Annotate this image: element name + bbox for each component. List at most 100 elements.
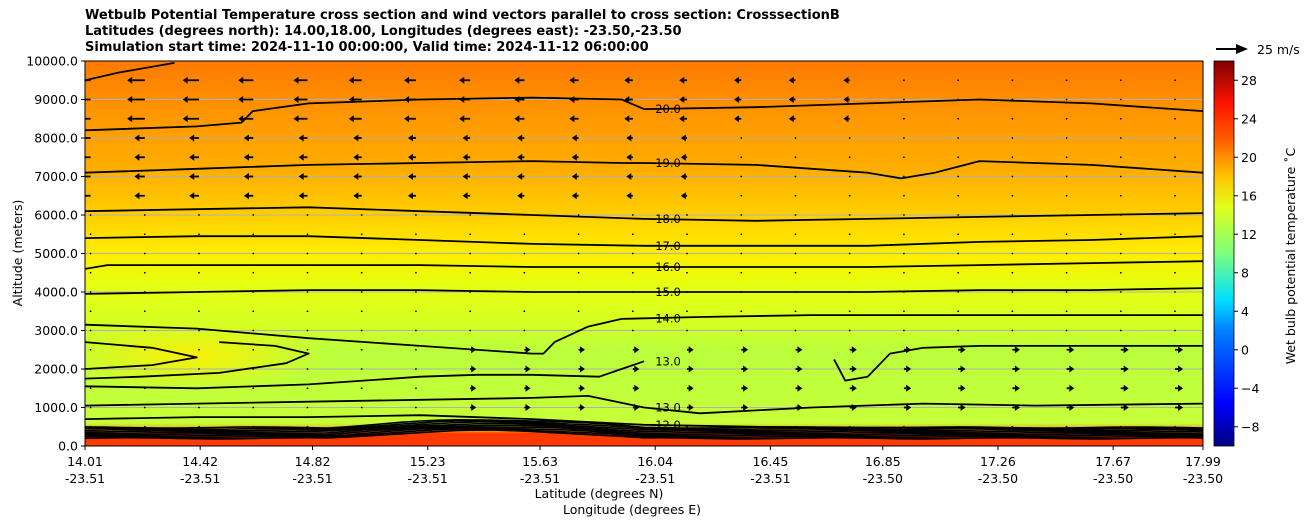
x-tick-label-lat: 14.42 xyxy=(182,454,218,469)
wind-vector-head xyxy=(680,153,686,161)
wind-vector xyxy=(1174,310,1176,313)
wind-vector-head xyxy=(1123,404,1129,411)
wind-vector xyxy=(360,406,363,409)
wind-vector-head xyxy=(797,365,803,373)
wind-vector-head xyxy=(851,365,857,373)
surface-contour-line xyxy=(85,421,1203,432)
wind-vector xyxy=(1065,175,1068,178)
x-tick-label-lat: 16.85 xyxy=(865,454,901,469)
wind-vector xyxy=(1065,233,1068,236)
wind-vector xyxy=(1011,291,1014,293)
wind-vector xyxy=(1119,194,1122,197)
wind-vector-head xyxy=(72,115,77,122)
wind-vector-head xyxy=(353,192,359,200)
wind-vector xyxy=(740,156,743,159)
wind-vector-head xyxy=(960,365,966,373)
wind-vector-head xyxy=(688,365,694,373)
x-tick-label-lat: 15.63 xyxy=(522,454,558,469)
colorbar-scale xyxy=(1213,60,1235,447)
wind-vector xyxy=(957,425,960,428)
wind-vector-head xyxy=(189,153,195,161)
wind-vector-head xyxy=(525,346,531,354)
wind-vector-head xyxy=(679,96,685,103)
wind-vector xyxy=(198,387,200,390)
wind-vector xyxy=(1065,252,1068,255)
wind-vector xyxy=(1011,175,1014,178)
wind-vector xyxy=(1011,98,1014,101)
y-tick-label: 0.0 xyxy=(58,439,78,454)
wind-vector-head xyxy=(680,192,686,200)
contour-line xyxy=(85,260,1203,270)
wind-vector-head xyxy=(626,173,632,180)
wind-vector xyxy=(1065,194,1068,197)
wind-vector xyxy=(631,425,634,428)
colorbar-tick-label: 24 xyxy=(1241,111,1257,126)
wind-key-label: 25 m/s xyxy=(1257,42,1300,57)
wind-vector-head xyxy=(743,404,749,411)
wind-vector xyxy=(198,348,200,351)
wind-vector-head xyxy=(743,346,749,354)
x-axis-label-latitude: Latitude (degrees N) xyxy=(535,486,664,501)
wind-vector xyxy=(415,252,417,255)
warm-pocket xyxy=(85,320,330,390)
wind-vector xyxy=(794,425,797,428)
wind-vector xyxy=(360,387,363,390)
wind-vector-head xyxy=(734,76,740,84)
wind-vector xyxy=(794,194,797,197)
y-axis: 0.0 1000.0 2000.0 3000.0 4000.0 5000.0 6000.0 7… xyxy=(26,54,85,454)
contour-label: 18.0 xyxy=(655,212,681,226)
wind-vector xyxy=(577,425,580,428)
wind-vector-head xyxy=(471,365,477,373)
contour-label: 13.0 xyxy=(655,354,681,368)
wind-vector xyxy=(686,310,688,313)
wind-vector xyxy=(143,387,146,390)
contour-label: 13.0 xyxy=(655,401,681,415)
wind-vector xyxy=(1174,329,1176,332)
wind-vector xyxy=(957,291,960,293)
wind-vector xyxy=(415,233,417,236)
wind-vector xyxy=(1065,156,1068,159)
wind-vector xyxy=(794,310,797,313)
wind-vector xyxy=(1011,425,1014,428)
surface-contour-line xyxy=(85,418,1203,429)
wind-vector-head xyxy=(906,404,912,411)
wind-vector xyxy=(794,214,797,216)
wind-vector-head xyxy=(353,173,359,180)
wind-vector xyxy=(89,348,92,351)
wind-vector xyxy=(740,214,743,216)
colorbar-tick-label: 0 xyxy=(1241,342,1249,357)
wind-vector xyxy=(903,79,905,82)
wind-vector-head xyxy=(1123,365,1129,373)
wind-vector xyxy=(848,310,851,313)
wind-vector xyxy=(903,329,905,332)
wind-vector xyxy=(1011,252,1014,255)
wind-vector-head xyxy=(525,384,531,392)
wind-key-arrowhead xyxy=(1236,44,1248,54)
wind-vector-head xyxy=(1069,365,1075,373)
wind-vector xyxy=(1119,214,1122,216)
wind-vector xyxy=(89,368,92,370)
wind-vector xyxy=(957,310,960,313)
wind-vector xyxy=(1119,137,1122,139)
wind-vector xyxy=(957,137,960,139)
wind-vector xyxy=(89,233,92,236)
wind-vector xyxy=(1065,271,1068,274)
wind-vector xyxy=(523,252,526,255)
wind-vector-head xyxy=(353,134,359,142)
wind-vector xyxy=(903,156,905,159)
x-axis-label-longitude: Longitude (degrees E) xyxy=(563,502,701,517)
wind-vector-head xyxy=(626,153,632,161)
wind-vector xyxy=(143,310,146,313)
wind-vector xyxy=(1065,329,1068,332)
wind-vector xyxy=(1174,233,1176,236)
wind-vector xyxy=(903,117,905,120)
wind-vector-head xyxy=(626,192,632,200)
wind-vector-head xyxy=(189,173,195,180)
wind-vector xyxy=(469,291,472,293)
wind-vector xyxy=(848,252,851,255)
wind-vector xyxy=(469,214,472,216)
wind-vector-head xyxy=(407,173,413,180)
colorbar-label: Wet bulb potential temperature ˚C xyxy=(1283,147,1298,364)
wind-vector xyxy=(686,233,688,236)
